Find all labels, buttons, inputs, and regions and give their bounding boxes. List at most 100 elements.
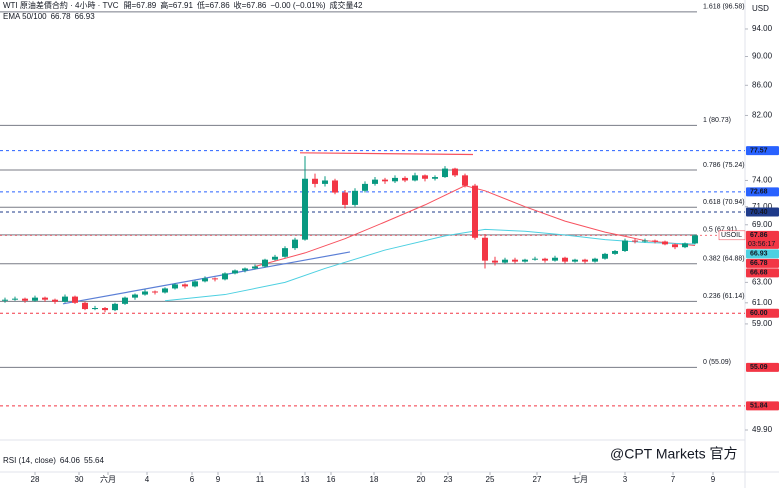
x-tick-label: 六月 <box>100 474 116 484</box>
price-badge-label: 51.84 <box>750 403 768 410</box>
ohlc-value: 收=67.86 <box>234 0 267 10</box>
currency: USD <box>752 4 769 13</box>
candle-body <box>212 278 218 280</box>
candle-body <box>672 244 678 248</box>
x-tick-label: 6 <box>190 475 195 484</box>
rsi-value: 55.64 <box>84 456 105 465</box>
candle-body <box>502 259 508 263</box>
fib-label: 0 (55.09) <box>703 359 731 366</box>
candle-body <box>692 235 698 244</box>
x-tick-label: 23 <box>444 475 453 484</box>
candle-body <box>122 297 128 304</box>
candle-body <box>292 239 298 249</box>
candle-body <box>552 257 558 261</box>
y-tick-label: 61.00 <box>752 298 773 307</box>
price-badge <box>746 401 779 411</box>
candle-body <box>72 296 78 303</box>
rsi-label: RSI (14, close) <box>3 456 56 465</box>
ema-label: EMA 50/100 <box>3 12 47 21</box>
candle-body <box>452 168 458 176</box>
x-tick-label: 30 <box>75 475 84 484</box>
fib-label: 0.236 (61.14) <box>703 293 745 300</box>
y-tick-label: 49.90 <box>752 425 773 434</box>
candle-body <box>52 299 58 302</box>
symbol-title: WTI 原油差價合約 · 4小時 · TVC <box>3 0 119 10</box>
y-tick-label: 71.00 <box>752 202 773 211</box>
candle-body <box>442 168 448 178</box>
candle-body <box>412 175 418 181</box>
candle-body <box>582 259 588 262</box>
candle-body <box>182 284 188 287</box>
price-badge <box>746 308 779 318</box>
x-tick-label: 七月 <box>572 475 588 484</box>
candle-body <box>102 308 108 311</box>
candle-body <box>22 298 28 301</box>
symbol-label: USOIL <box>721 232 742 239</box>
candle-body <box>492 260 498 263</box>
rsi-value: 64.06 <box>60 456 81 465</box>
price-badge-label: 55.09 <box>750 364 768 371</box>
x-tick-label: 13 <box>301 475 310 484</box>
y-tick-label: 90.00 <box>752 52 773 61</box>
last-price-label: 67.86 <box>750 232 768 239</box>
candle-body <box>332 180 338 193</box>
candle-body <box>392 177 398 182</box>
fib-label: 0.382 (64.88) <box>703 256 745 263</box>
candle-body <box>262 259 268 267</box>
x-tick-label: 18 <box>370 475 379 484</box>
candle-body <box>302 178 308 240</box>
ohlc-value: 低=67.86 <box>197 0 230 10</box>
candle-body <box>192 281 198 287</box>
candle-body <box>12 298 18 300</box>
price-badge <box>746 207 779 217</box>
candle-body <box>482 237 488 261</box>
candle-body <box>322 180 328 184</box>
price-badge <box>746 268 779 278</box>
symbol-badge <box>718 230 746 241</box>
candle-body <box>92 308 98 310</box>
x-tick-label: 7 <box>671 475 676 484</box>
candle-body <box>682 243 688 248</box>
candle-body <box>162 288 168 293</box>
candle-body <box>82 302 88 310</box>
candle-body <box>632 240 638 242</box>
candle-body <box>372 179 378 184</box>
candle-body <box>422 175 428 179</box>
trendline <box>299 152 474 156</box>
candle-body <box>592 258 598 262</box>
price-badge-label: 66.78 <box>750 260 768 267</box>
ohlc-value: 開=67.89 <box>124 1 157 10</box>
candle-body <box>62 296 68 302</box>
candle-body <box>522 259 528 262</box>
candle-body <box>2 299 8 301</box>
candle-body <box>462 175 468 186</box>
ema-value: 66.93 <box>75 12 96 21</box>
candle-body <box>362 183 368 191</box>
candle-body <box>642 240 648 242</box>
x-tick-label: 9 <box>216 475 221 484</box>
price-badge-label: 66.68 <box>750 270 768 277</box>
candle-body <box>562 257 568 262</box>
candle-body <box>572 259 578 262</box>
candle-body <box>532 258 538 260</box>
price-badge-label: 66.93 <box>750 251 768 258</box>
ema-value: 66.78 <box>51 12 72 21</box>
candle-body <box>612 251 618 254</box>
y-tick-label: 94.00 <box>752 24 773 33</box>
price-badge-label: 60.00 <box>750 310 768 317</box>
last-price-badge <box>746 230 779 249</box>
candle-body <box>382 179 388 182</box>
price-badge-label: 72.68 <box>750 189 768 196</box>
fib-label: 0.786 (75.24) <box>703 162 745 169</box>
price-badge <box>746 362 779 372</box>
x-tick-label: 20 <box>417 475 426 484</box>
y-tick-label: 59.00 <box>752 319 773 328</box>
fib-label: 1.618 (96.58) <box>703 4 745 11</box>
candle-body <box>132 294 138 298</box>
x-tick-label: 4 <box>145 475 150 484</box>
x-tick-label: 9 <box>711 475 716 484</box>
candle-body <box>142 291 148 295</box>
candle-body <box>542 258 548 261</box>
y-tick-label: 82.00 <box>752 111 773 120</box>
